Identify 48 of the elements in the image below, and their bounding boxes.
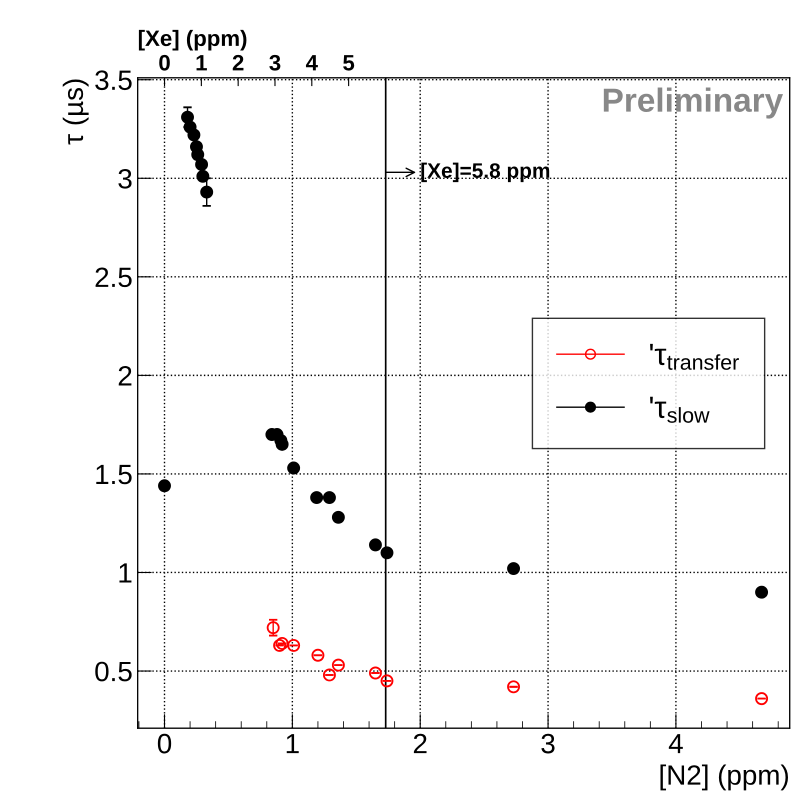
point [266, 621, 280, 634]
point [369, 538, 382, 552]
point [380, 674, 394, 688]
annotation: [Xe]=5.8 ppm [421, 162, 550, 182]
point [380, 546, 394, 560]
point [322, 491, 336, 504]
annotation: Preliminary [604, 88, 784, 119]
point [287, 462, 300, 474]
x-tick-label: 3 [541, 734, 555, 754]
x2-tick-label: 4 [306, 55, 318, 70]
x2-tick-label: 5 [343, 55, 354, 71]
y-tick-label: 2 [118, 366, 132, 386]
point [196, 170, 210, 183]
x2-axis-title: [Xe] (ppm) [138, 30, 246, 51]
x-axis-title: [N2] (ppm) [660, 764, 788, 790]
point [755, 692, 768, 706]
point [311, 648, 324, 662]
x2-tick-label: 1 [196, 55, 207, 70]
y-tick-label: 1 [119, 563, 132, 583]
y-axis-title: τ (µs) [62, 79, 89, 144]
point [507, 680, 520, 694]
point [310, 491, 324, 504]
point [191, 148, 204, 162]
point [158, 479, 171, 492]
point [187, 128, 200, 142]
point [195, 158, 208, 171]
x2-tick-label: 2 [232, 54, 244, 70]
legend-label: 'τ$_{slow}$ [650, 396, 710, 423]
point [322, 668, 336, 682]
point [332, 510, 345, 524]
y-tick-label: 3 [118, 168, 132, 189]
y-tick-label: 3.5 [95, 70, 132, 90]
y-tick-label: 0.5 [95, 662, 132, 682]
y-tick-label: 2.5 [96, 268, 132, 288]
point [332, 658, 345, 672]
x-tick-label: 0 [158, 734, 172, 754]
x-tick-label: 4 [668, 734, 683, 754]
point [507, 562, 520, 575]
x2-tick-label: 3 [269, 54, 280, 71]
point [369, 666, 382, 680]
point [200, 186, 214, 199]
y-tick-label: 1.5 [96, 464, 132, 484]
point [755, 586, 768, 599]
x-tick-label: 1 [286, 734, 299, 754]
legend-label: 'τ$_{transfer}$ [650, 344, 739, 370]
point [181, 110, 194, 124]
x2-tick-label: 0 [159, 54, 170, 71]
x-tick-label: 2 [414, 734, 427, 754]
